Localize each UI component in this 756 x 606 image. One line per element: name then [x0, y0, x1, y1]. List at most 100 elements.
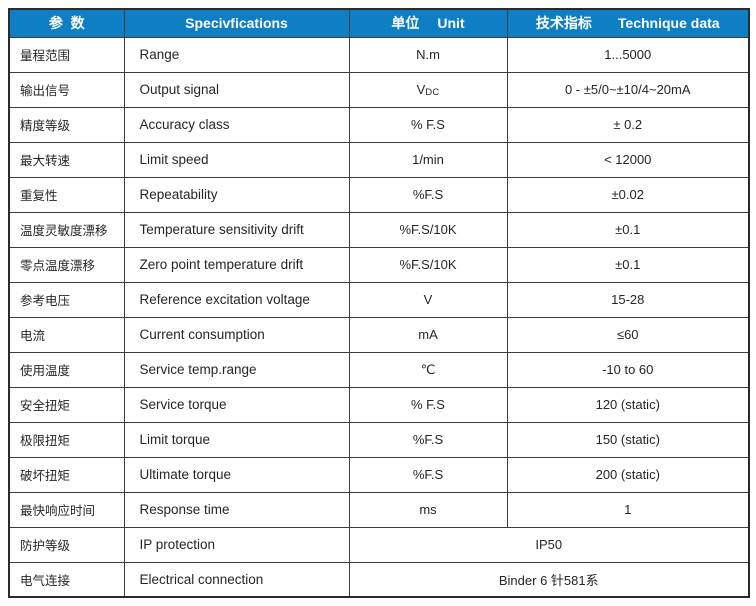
value-cell: Binder 6 针581系 [348, 561, 750, 598]
value-cell: 200 (static) [506, 456, 750, 493]
param-cell: 电流 [8, 316, 125, 353]
spec-cell: Service torque [123, 386, 350, 423]
param-cell: 极限扭矩 [8, 421, 125, 458]
table-row: 重复性 Repeatability %F.S ±0.02 [8, 176, 750, 213]
value-cell: ≤60 [506, 316, 750, 353]
unit-cell: % F.S [348, 106, 508, 143]
header-technique-data: 技术指标 Technique data [506, 8, 750, 38]
param-cell: 输出信号 [8, 71, 125, 108]
value-cell: 0 - ±5/0~±10/4~20mA [506, 71, 750, 108]
spec-cell: Ultimate torque [123, 456, 350, 493]
value-cell: 150 (static) [506, 421, 750, 458]
table-row: 极限扭矩 Limit torque %F.S 150 (static) [8, 421, 750, 458]
unit-cell: %F.S [348, 176, 508, 213]
table-row: 使用温度 Service temp.range ℃ -10 to 60 [8, 351, 750, 388]
unit-cell: V [348, 281, 508, 318]
param-cell: 温度灵敏度漂移 [8, 211, 125, 248]
unit-cell: 1/min [348, 141, 508, 178]
header-data-zh: 技术指标 [535, 15, 592, 32]
header-param: 参 数 [8, 8, 125, 38]
header-unit: 单位 Unit [348, 8, 508, 38]
spec-cell: Temperature sensitivity drift [123, 211, 350, 248]
value-cell: IP50 [348, 526, 750, 563]
unit-text: %F.S/10K [399, 256, 457, 272]
unit-text: 1/min [412, 151, 444, 167]
spec-cell: Electrical connection [123, 561, 350, 598]
table-row: 电流 Current consumption mA ≤60 [8, 316, 750, 353]
unit-cell: mA [348, 316, 508, 353]
unit-text: V [416, 81, 426, 97]
unit-cell: %F.S/10K [348, 246, 508, 283]
spec-cell: Limit torque [123, 421, 350, 458]
param-cell: 防护等级 [8, 526, 125, 563]
header-row: 参 数 Specivfications 单位 Unit 技术指标 Technique… [8, 8, 750, 38]
param-cell: 零点温度漂移 [8, 246, 125, 283]
table-row: 输出信号 Output signal VDC 0 - ±5/0~±10/4~20… [8, 71, 750, 108]
unit-cell: ms [348, 491, 508, 528]
unit-text: % F.S [411, 396, 445, 412]
table-row: 安全扭矩 Service torque % F.S 120 (static) [8, 386, 750, 423]
spec-table: 参 数 Specivfications 单位 Unit 技术指标 Technique… [8, 8, 750, 598]
param-cell: 量程范围 [8, 36, 125, 73]
spec-cell: Zero point temperature drift [123, 246, 350, 283]
header-unit-zh: 单位 [391, 15, 420, 32]
param-cell: 参考电压 [8, 281, 125, 318]
table-row: 破坏扭矩 Ultimate torque %F.S 200 (static) [8, 456, 750, 493]
unit-text: mA [418, 326, 438, 342]
param-cell: 重复性 [8, 176, 125, 213]
value-cell: -10 to 60 [506, 351, 750, 388]
unit-text: % F.S [411, 116, 445, 132]
spec-cell: Output signal [123, 71, 350, 108]
value-cell: ± 0.2 [506, 106, 750, 143]
header-spec: Specivfications [123, 8, 350, 38]
unit-text: %F.S [412, 186, 444, 202]
unit-cell: % F.S [348, 386, 508, 423]
spec-cell: Range [123, 36, 350, 73]
table-row: 电气连接 Electrical connection Binder 6 针581… [8, 561, 750, 598]
table-row: 精度等级 Accuracy class % F.S ± 0.2 [8, 106, 750, 143]
unit-cell: %F.S [348, 421, 508, 458]
unit-cell: %F.S/10K [348, 211, 508, 248]
unit-text: ℃ [420, 361, 436, 377]
table-row: 参考电压 Reference excitation voltage V 15-2… [8, 281, 750, 318]
spec-cell: Repeatability [123, 176, 350, 213]
value-cell: 120 (static) [506, 386, 750, 423]
spec-cell: Reference excitation voltage [123, 281, 350, 318]
table-row: 量程范围 Range N.m 1...5000 [8, 36, 750, 73]
value-cell: 1 [506, 491, 750, 528]
unit-text: ms [419, 501, 437, 517]
spec-cell: Response time [123, 491, 350, 528]
param-cell: 破坏扭矩 [8, 456, 125, 493]
spec-cell: IP protection [123, 526, 350, 563]
table-row: 温度灵敏度漂移 Temperature sensitivity drift %F… [8, 211, 750, 248]
value-cell: < 12000 [506, 141, 750, 178]
spec-table-header: 参 数 Specivfications 单位 Unit 技术指标 Technique… [8, 8, 750, 38]
unit-subscript: DC [425, 86, 440, 98]
table-row: 最大转速 Limit speed 1/min < 12000 [8, 141, 750, 178]
param-cell: 安全扭矩 [8, 386, 125, 423]
unit-text: V [423, 291, 433, 307]
table-row: 零点温度漂移 Zero point temperature drift %F.S… [8, 246, 750, 283]
param-cell: 使用温度 [8, 351, 125, 388]
value-cell: 1...5000 [506, 36, 750, 73]
table-row: 防护等级 IP protection IP50 [8, 526, 750, 563]
spec-cell: Accuracy class [123, 106, 350, 143]
header-data-en: Technique data [617, 15, 720, 32]
value-cell: ±0.1 [506, 246, 750, 283]
value-cell: 15-28 [506, 281, 750, 318]
table-row: 最快响应时间 Response time ms 1 [8, 491, 750, 528]
unit-cell: ℃ [348, 351, 508, 388]
param-cell: 最大转速 [8, 141, 125, 178]
spec-cell: Current consumption [123, 316, 350, 353]
param-cell: 电气连接 [8, 561, 125, 598]
unit-text: %F.S [412, 466, 444, 482]
unit-cell: VDC [348, 71, 508, 108]
header-unit-en: Unit [437, 15, 465, 32]
spec-cell: Service temp.range [123, 351, 350, 388]
unit-cell: N.m [348, 36, 508, 73]
value-cell: ±0.02 [506, 176, 750, 213]
unit-cell: %F.S [348, 456, 508, 493]
value-cell: ±0.1 [506, 211, 750, 248]
spec-cell: Limit speed [123, 141, 350, 178]
